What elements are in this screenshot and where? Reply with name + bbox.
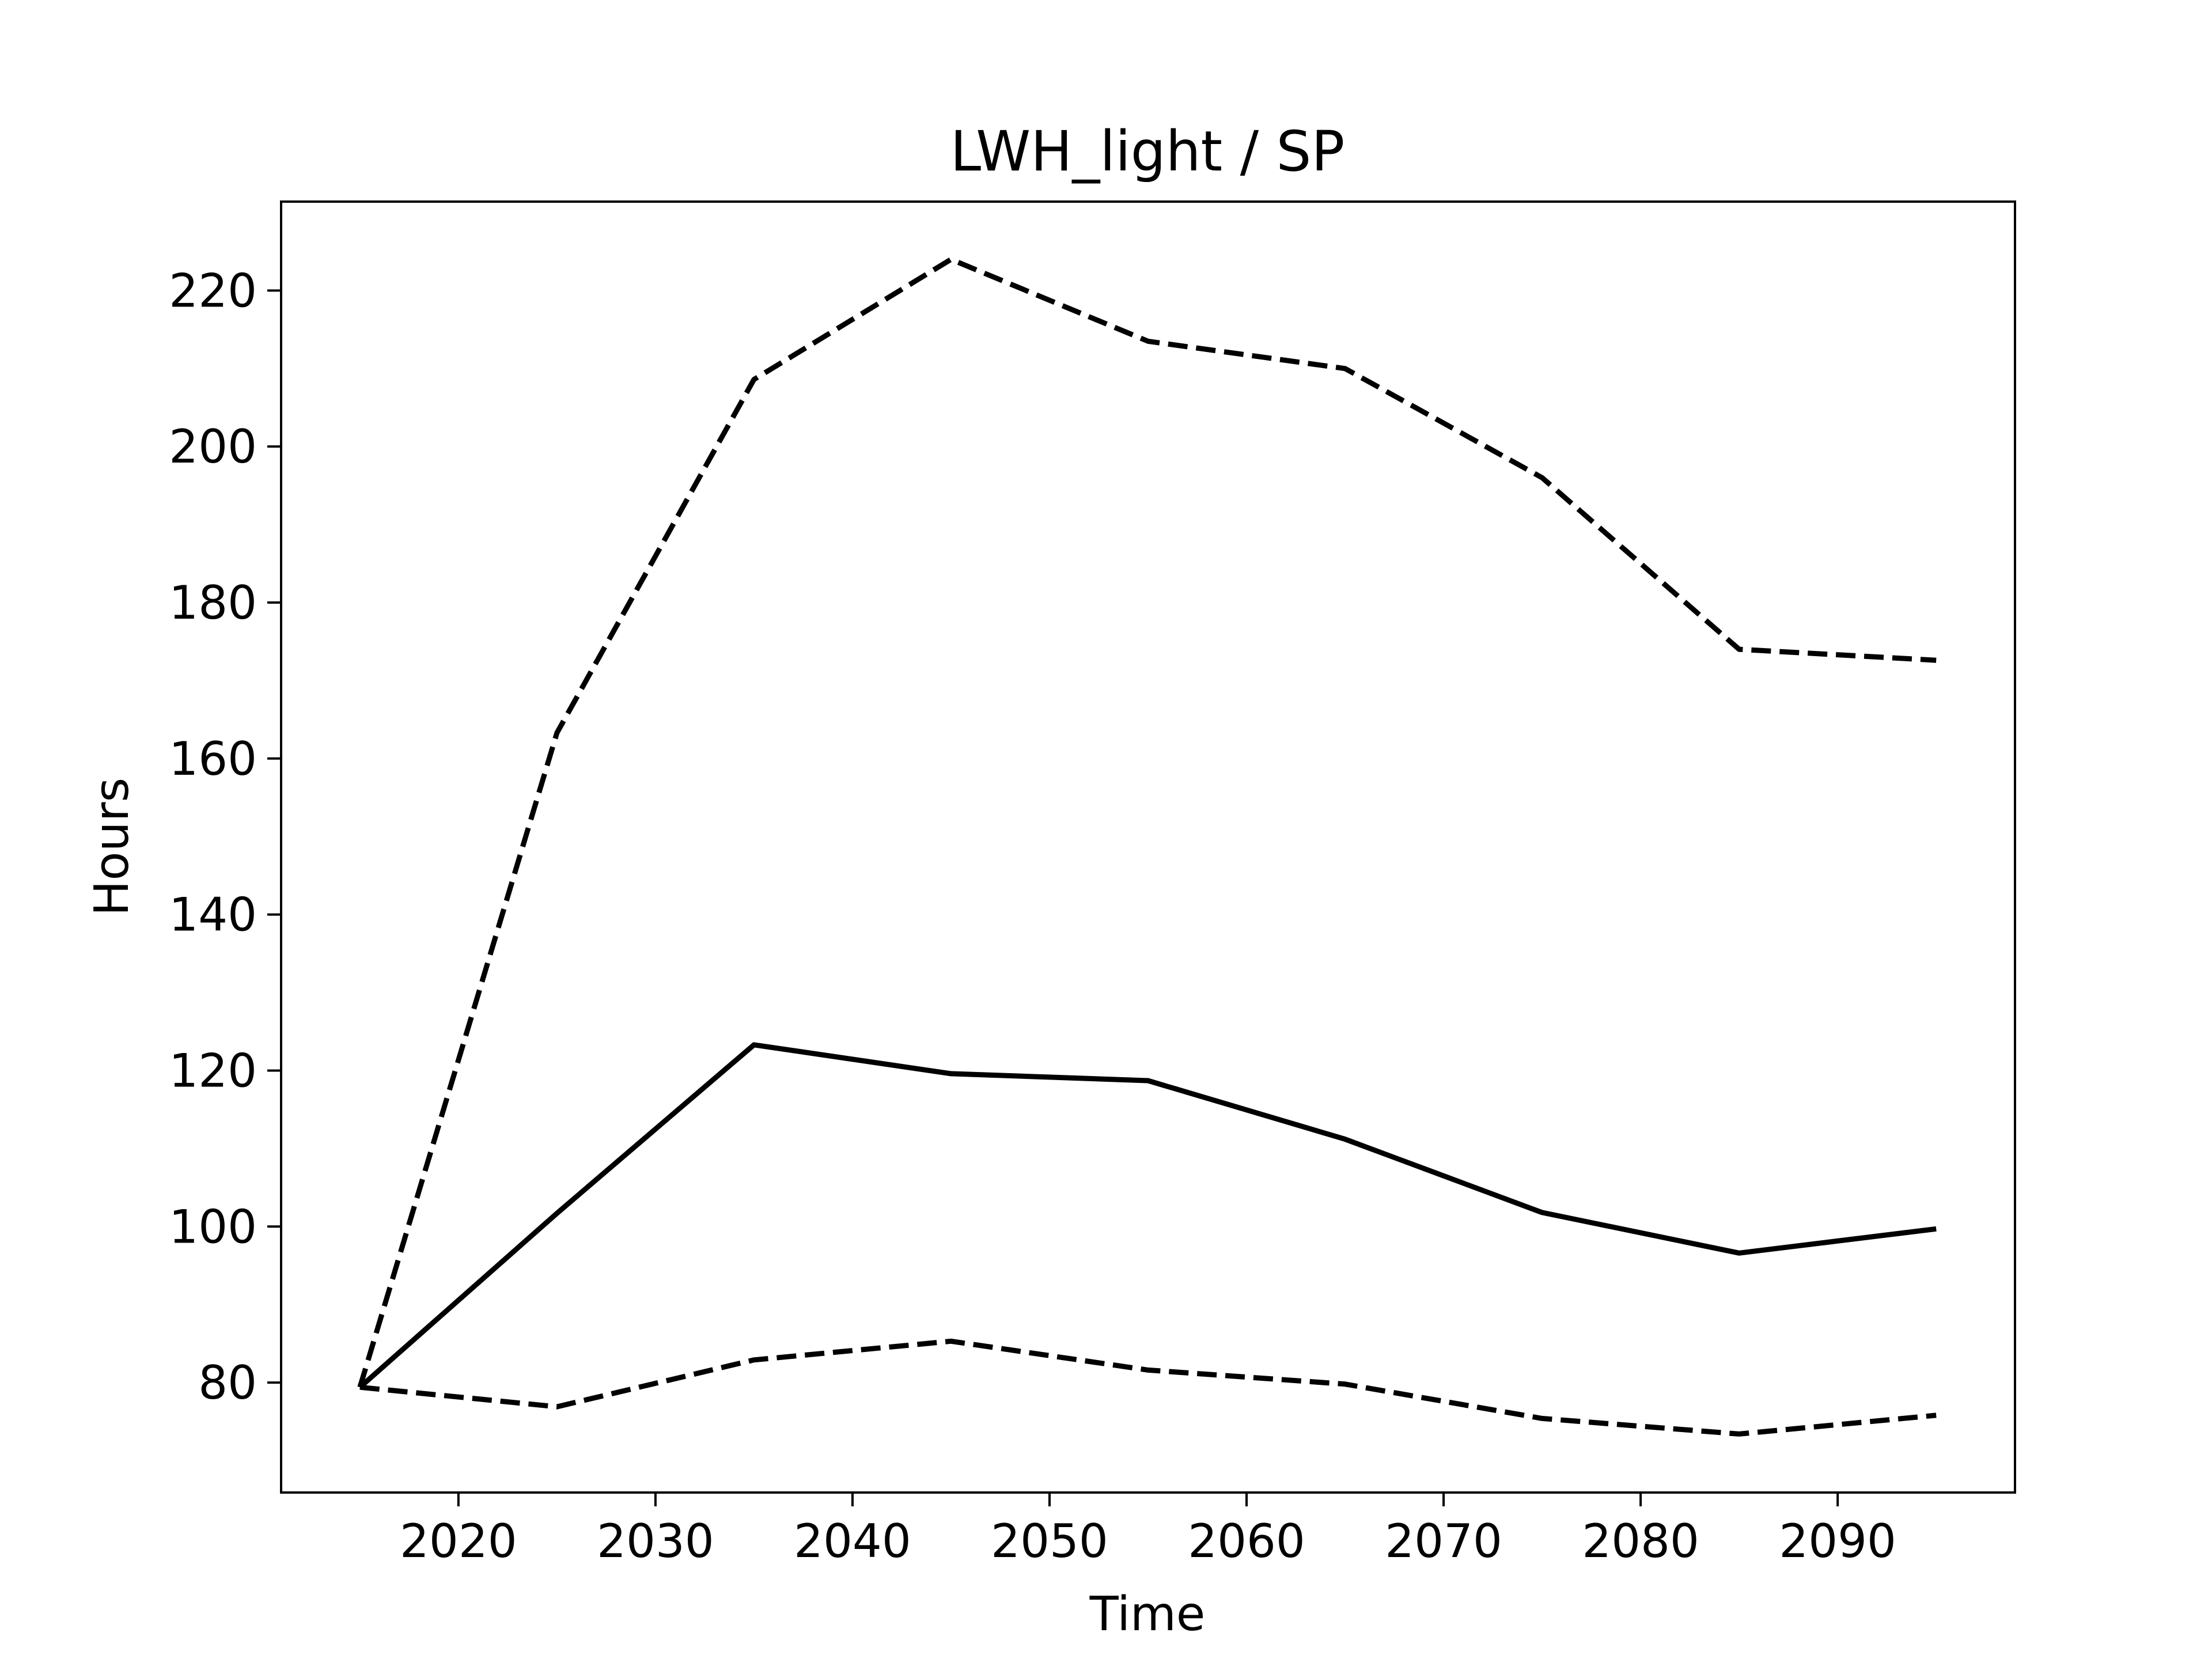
x-tick-label: 2060 (1188, 1514, 1305, 1568)
x-tick-label: 2070 (1385, 1514, 1502, 1568)
x-tick-label: 2080 (1582, 1514, 1699, 1568)
chart-title: LWH_light / SP (950, 119, 1345, 184)
y-tick-label: 140 (169, 888, 257, 942)
series-line-2-dashed (357, 256, 1937, 1388)
plot-frame (280, 200, 2016, 1494)
x-tick-label: 2050 (991, 1514, 1108, 1568)
y-tick-label: 200 (169, 420, 257, 474)
x-tick-label: 2040 (794, 1514, 911, 1568)
y-tick-label: 120 (169, 1044, 257, 1097)
x-tick-label: 2090 (1779, 1514, 1896, 1568)
y-tick-label: 80 (198, 1356, 257, 1410)
y-tick-label: 220 (169, 264, 257, 317)
series-line-3-dashed (359, 1338, 1937, 1437)
y-tick-label: 160 (169, 732, 257, 786)
series-line-1-solid (358, 1042, 1937, 1389)
x-tick-label: 2030 (597, 1514, 714, 1568)
series-layer (357, 256, 1937, 1437)
y-axis-ticks: 80 100 120 140 160 180 200 220 (169, 264, 281, 1410)
y-tick-label: 180 (169, 576, 257, 630)
y-tick-label: 100 (169, 1200, 257, 1253)
x-axis-ticks: 2020 2030 2040 2050 2060 2070 2080 2090 (400, 1493, 1896, 1568)
x-tick-label: 2020 (400, 1514, 517, 1568)
x-axis-label: Time (1089, 1587, 1206, 1642)
y-axis-label: Hours (85, 778, 139, 916)
